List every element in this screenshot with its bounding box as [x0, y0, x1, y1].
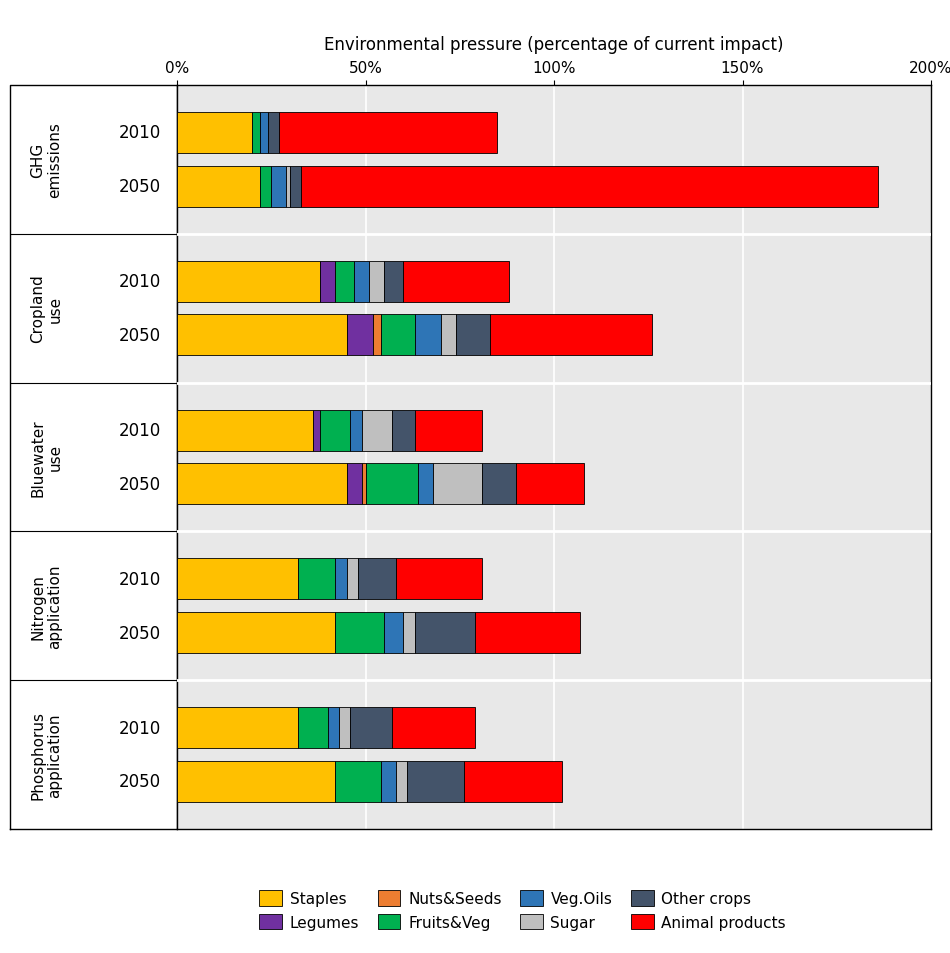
Bar: [177, 261, 320, 302]
Text: Nitrogen
application: Nitrogen application: [30, 564, 63, 648]
Bar: [392, 410, 414, 451]
Bar: [392, 707, 475, 748]
Bar: [396, 761, 407, 802]
Text: Phosphorus
application: Phosphorus application: [30, 710, 63, 800]
Bar: [279, 112, 498, 153]
Bar: [347, 558, 358, 599]
Bar: [286, 167, 290, 208]
Bar: [418, 464, 433, 505]
Bar: [351, 410, 362, 451]
Bar: [177, 315, 347, 356]
Bar: [328, 707, 339, 748]
Bar: [517, 464, 584, 505]
Bar: [385, 613, 403, 654]
Text: Cropland
use: Cropland use: [30, 274, 63, 343]
Bar: [362, 410, 392, 451]
Bar: [339, 707, 351, 748]
Bar: [351, 707, 392, 748]
Bar: [414, 410, 483, 451]
Text: 2010: 2010: [119, 421, 162, 439]
Bar: [456, 315, 490, 356]
Bar: [358, 558, 396, 599]
Bar: [297, 707, 328, 748]
Bar: [381, 761, 396, 802]
Text: 2050: 2050: [119, 624, 162, 642]
Bar: [370, 261, 385, 302]
Bar: [366, 464, 418, 505]
Bar: [260, 167, 272, 208]
Bar: [414, 315, 441, 356]
Bar: [260, 112, 268, 153]
Bar: [177, 761, 335, 802]
Bar: [407, 761, 464, 802]
Bar: [177, 112, 253, 153]
Bar: [320, 261, 335, 302]
Bar: [381, 315, 414, 356]
Bar: [483, 464, 517, 505]
Bar: [177, 167, 260, 208]
Bar: [335, 261, 354, 302]
Bar: [354, 261, 370, 302]
Bar: [268, 112, 279, 153]
Text: 2050: 2050: [119, 476, 162, 494]
Bar: [362, 464, 366, 505]
Bar: [347, 315, 373, 356]
Text: 2050: 2050: [119, 178, 162, 196]
Bar: [335, 761, 381, 802]
Bar: [177, 558, 297, 599]
Bar: [414, 613, 475, 654]
Bar: [475, 613, 580, 654]
Legend: Staples, Legumes, Nuts&Seeds, Fruits&Veg, Veg.Oils, Sugar, Other crops, Animal p: Staples, Legumes, Nuts&Seeds, Fruits&Veg…: [253, 884, 792, 936]
Text: 2010: 2010: [119, 570, 162, 588]
Text: 2010: 2010: [119, 124, 162, 142]
Bar: [490, 315, 652, 356]
Bar: [403, 613, 414, 654]
Bar: [177, 464, 347, 505]
Bar: [177, 613, 335, 654]
Bar: [320, 410, 351, 451]
Text: 2010: 2010: [119, 273, 162, 291]
Bar: [347, 464, 362, 505]
Text: Bluewater
use: Bluewater use: [30, 418, 63, 497]
Bar: [403, 261, 509, 302]
Bar: [301, 167, 878, 208]
Bar: [335, 558, 347, 599]
Bar: [177, 410, 313, 451]
Bar: [385, 261, 403, 302]
Bar: [177, 707, 297, 748]
Text: 2050: 2050: [119, 773, 162, 791]
Bar: [253, 112, 260, 153]
X-axis label: Environmental pressure (percentage of current impact): Environmental pressure (percentage of cu…: [324, 36, 784, 54]
Bar: [464, 761, 561, 802]
Text: 2050: 2050: [119, 327, 162, 345]
Text: GHG
emissions: GHG emissions: [30, 122, 63, 198]
Bar: [335, 613, 385, 654]
Bar: [272, 167, 286, 208]
Bar: [290, 167, 301, 208]
Bar: [396, 558, 483, 599]
Bar: [441, 315, 456, 356]
Bar: [297, 558, 335, 599]
Bar: [373, 315, 381, 356]
Bar: [433, 464, 483, 505]
Bar: [313, 410, 320, 451]
Text: 2010: 2010: [119, 719, 162, 737]
